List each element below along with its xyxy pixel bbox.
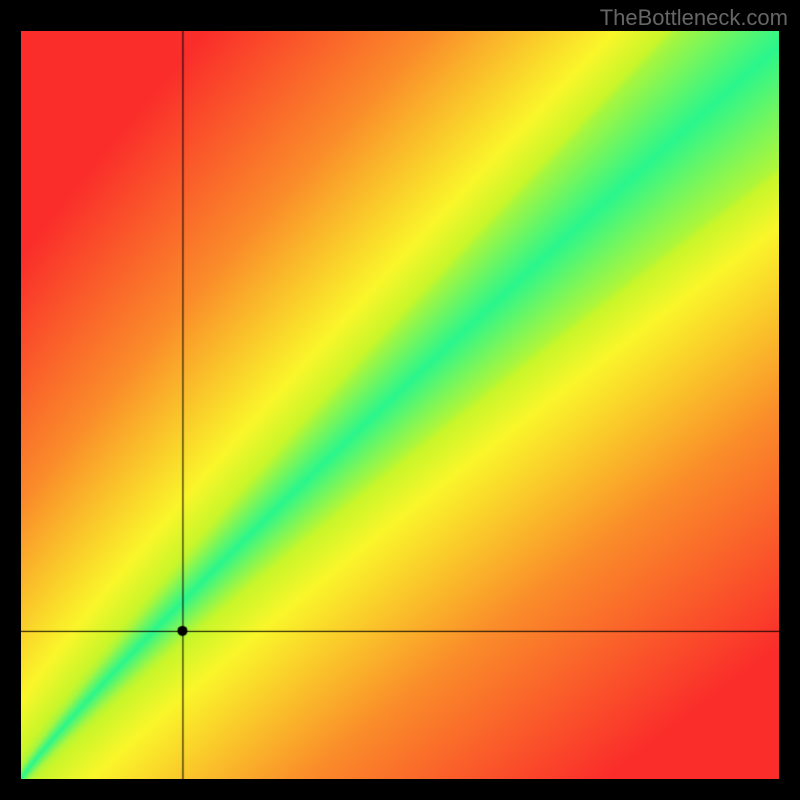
chart-container: TheBottleneck.com [0, 0, 800, 800]
watermark-text: TheBottleneck.com [600, 5, 788, 31]
heatmap-canvas [21, 31, 779, 779]
heatmap-plot [21, 31, 779, 779]
